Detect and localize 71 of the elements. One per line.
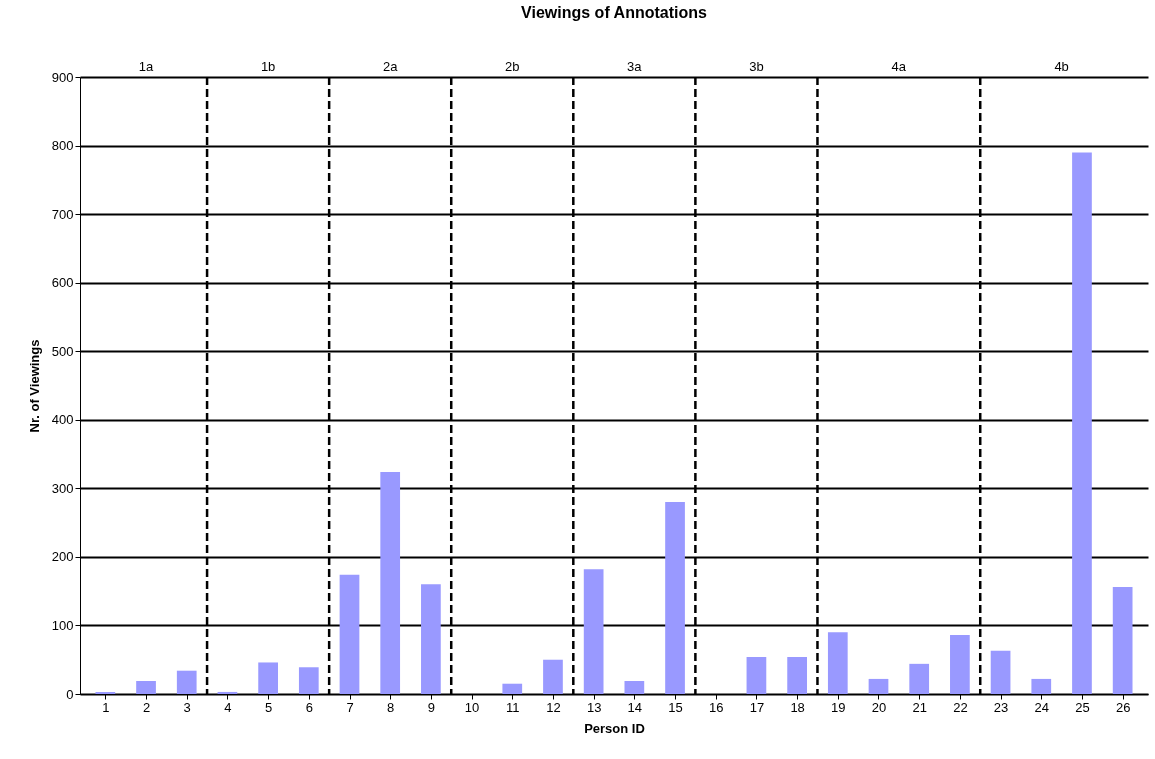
x-tick-label: 6 (305, 699, 313, 715)
x-tick-label: 5 (265, 699, 273, 715)
bar (990, 650, 1011, 694)
x-tick-label: 14 (627, 699, 643, 715)
x-tick-label: 12 (546, 699, 561, 715)
bar (1031, 678, 1052, 694)
text: 3a (627, 59, 643, 74)
text: 1a (138, 59, 155, 74)
bar (380, 471, 401, 694)
y-tick-label: 800 (51, 138, 74, 154)
x-tick-label: 18 (790, 699, 805, 715)
bar (583, 569, 604, 694)
x-axis-title: Person ID (584, 720, 645, 736)
x-tick-label: 3 (183, 699, 191, 715)
bar (502, 683, 523, 694)
x-tick-label: 13 (586, 699, 602, 715)
x-tick-label: 7 (346, 699, 354, 715)
bar (665, 502, 685, 694)
y-tick-label: 200 (51, 549, 74, 565)
chart-title: Viewings of Annotations (521, 4, 707, 21)
bar (298, 667, 319, 694)
bar (136, 680, 156, 694)
text: 1b (260, 59, 276, 74)
y-tick-label: 600 (51, 275, 74, 291)
bar (543, 659, 563, 694)
bar (258, 662, 278, 694)
bar (1112, 587, 1133, 694)
bar (339, 574, 360, 694)
y-tick-label: 300 (51, 480, 74, 496)
x-tick-label: 19 (831, 699, 846, 715)
text: 4b (1054, 59, 1069, 74)
x-tick-label: 11 (506, 699, 520, 715)
y-tick-label: 900 (51, 69, 74, 85)
bar (217, 691, 238, 694)
bar (746, 656, 767, 694)
y-tick-label: 500 (51, 343, 74, 359)
x-tick-label: 10 (464, 699, 480, 715)
bar (868, 678, 889, 694)
text: 2a (382, 59, 399, 74)
x-tick-label: 4 (224, 699, 232, 715)
x-tick-label: 9 (427, 699, 435, 715)
x-tick-label: 8 (387, 699, 395, 715)
x-tick-label: 22 (953, 699, 968, 715)
x-tick-label: 15 (668, 699, 683, 715)
x-tick-label: 1 (102, 699, 110, 715)
x-tick-label: 2 (142, 699, 151, 715)
y-axis-title: Nr. of Viewings (26, 339, 42, 433)
x-tick-label: 16 (709, 699, 724, 715)
bar (950, 635, 970, 694)
x-tick-label: 25 (1075, 699, 1090, 715)
bar (909, 663, 930, 694)
x-tick-label: 23 (993, 699, 1009, 715)
y-tick-label: 400 (51, 412, 74, 428)
bar (176, 670, 197, 694)
y-tick-label: 100 (51, 617, 74, 633)
x-tick-label: 17 (749, 699, 765, 715)
bar (95, 691, 116, 694)
x-tick-label: 20 (871, 699, 887, 715)
y-tick-label: 0 (66, 686, 74, 702)
text: 4a (891, 59, 907, 74)
bar (421, 584, 441, 694)
x-tick-label: 24 (1034, 699, 1049, 715)
x-tick-label: 26 (1115, 699, 1131, 715)
bar (827, 632, 848, 694)
bar (624, 680, 645, 694)
text: 3b (749, 59, 764, 74)
x-tick-label: 21 (912, 699, 927, 715)
bar (1072, 152, 1092, 694)
text: 2b (505, 59, 520, 74)
bar (787, 656, 807, 694)
y-tick-label: 700 (51, 206, 74, 222)
